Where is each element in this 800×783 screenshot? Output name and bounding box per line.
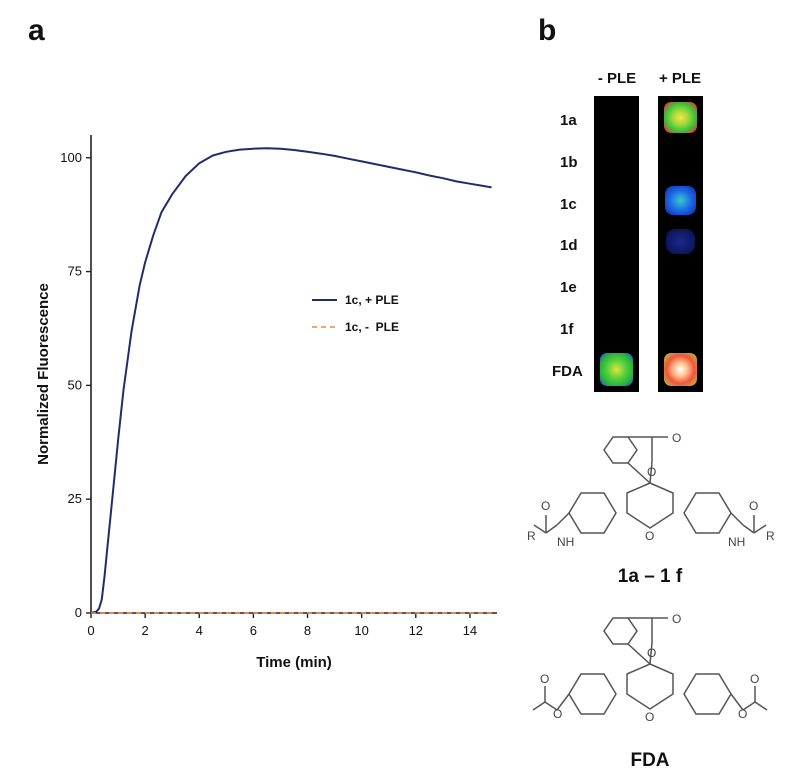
panel-a-letter: a <box>28 14 45 47</box>
compound-series-caption: 1a – 1 f <box>618 566 683 587</box>
x-tick-label: 0 <box>87 623 94 638</box>
legend-label-minus-ple: 1c, - PLE <box>345 320 399 334</box>
atom-o-amide-right: O <box>749 499 758 513</box>
x-tick-label: 14 <box>463 623 477 638</box>
lane-minus-ple <box>594 96 639 392</box>
fluorescence-chart: 0 2 4 6 8 10 12 14 0 25 50 75 100 Time (min) Normali… <box>35 135 497 671</box>
atom-fda-o-carbonyl: O <box>672 612 681 626</box>
lane-plus-ple <box>658 96 703 392</box>
column-label-minus-ple: - PLE <box>598 70 636 87</box>
row-label-1d: 1d <box>560 237 578 254</box>
row-label-1e: 1e <box>560 279 577 296</box>
x-tick-label: 4 <box>196 623 203 638</box>
y-axis-title: Normalized Fluorescence <box>35 283 52 465</box>
y-tick-label: 25 <box>68 491 82 506</box>
column-label-plus-ple: + PLE <box>659 70 701 87</box>
panel-b-letter: b <box>538 14 557 47</box>
atom-o-carbonyl-1: O <box>672 431 681 445</box>
spot-fda-minus-ple <box>600 353 633 386</box>
atom-o-xanthene-1: O <box>645 529 654 543</box>
atom-nh-left: NH <box>557 535 574 549</box>
legend-label-plus-ple: 1c, + PLE <box>345 293 399 307</box>
y-tick-label: 100 <box>60 150 82 165</box>
x-tick-label: 2 <box>142 623 149 638</box>
spot-1d-plus-ple <box>666 229 695 254</box>
row-label-1f: 1f <box>560 321 574 338</box>
atom-o-lactone-1: O <box>647 465 656 479</box>
atom-nh-right: NH <box>728 535 745 549</box>
atom-fda-o-ester-right: O <box>738 707 747 721</box>
row-label-1c: 1c <box>560 196 577 213</box>
atom-o-amide-left: O <box>541 499 550 513</box>
spot-fda-plus-ple <box>664 353 697 386</box>
atom-fda-o-acetyl-right: O <box>750 672 759 686</box>
x-tick-label: 8 <box>304 623 311 638</box>
atom-fda-o-ester-left: O <box>553 707 562 721</box>
atom-r-right: R <box>766 529 775 543</box>
x-tick-label: 10 <box>354 623 368 638</box>
atom-fda-o-acetyl-left: O <box>540 672 549 686</box>
atom-fda-o-lactone: O <box>647 646 656 660</box>
y-tick-label: 50 <box>68 377 82 392</box>
y-tick-label: 75 <box>68 264 82 279</box>
x-axis-title: Time (min) <box>256 654 332 671</box>
row-label-1a: 1a <box>560 112 577 129</box>
structure-1a-1f <box>533 436 767 534</box>
series-line-plus-ple <box>90 147 492 614</box>
atom-r-left: R <box>527 529 536 543</box>
row-label-1b: 1b <box>560 154 578 171</box>
x-tick-label: 12 <box>409 623 423 638</box>
fda-caption: FDA <box>630 750 669 771</box>
x-tick-label: 6 <box>250 623 257 638</box>
legend: 1c, + PLE 1c, - PLE <box>312 293 399 334</box>
y-tick-label: 0 <box>75 605 82 620</box>
structure-fda <box>532 617 768 715</box>
atom-fda-o-xanthene: O <box>645 710 654 724</box>
spot-1c-plus-ple <box>665 186 696 215</box>
row-label-fda: FDA <box>552 363 583 380</box>
spot-1a-plus-ple <box>664 102 697 133</box>
